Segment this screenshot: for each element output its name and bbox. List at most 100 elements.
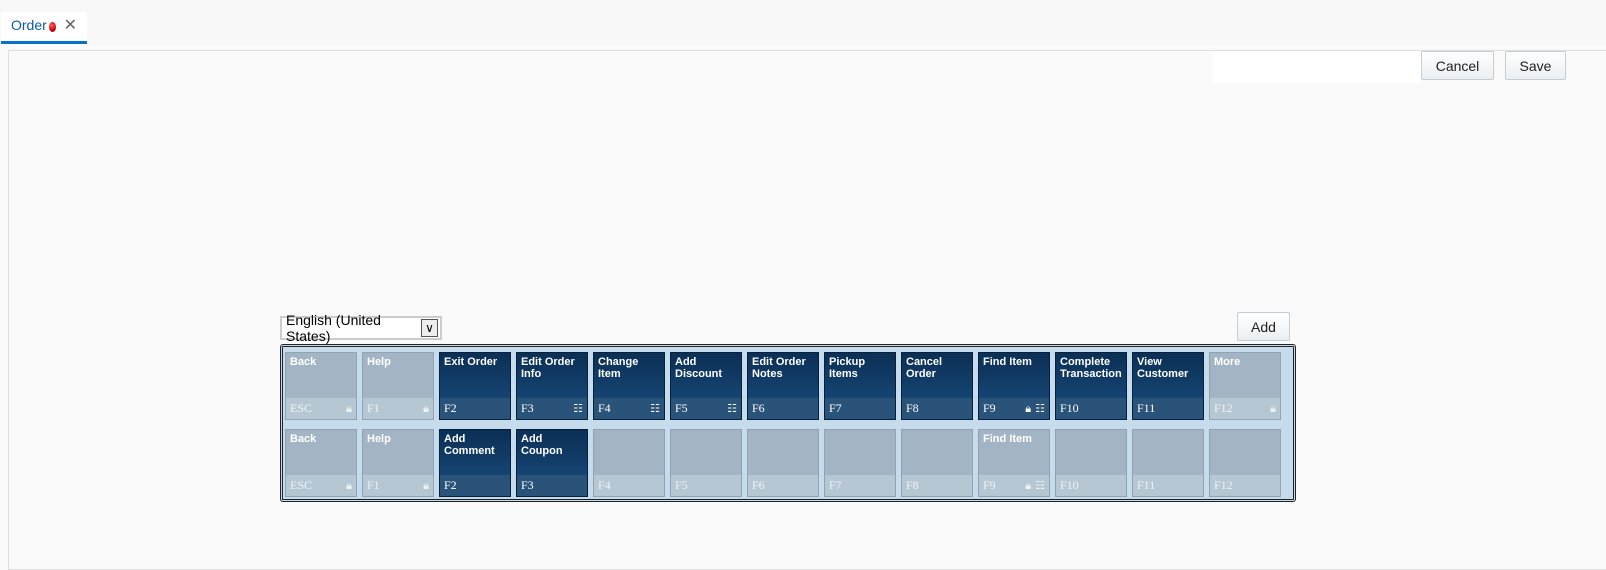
tile-label: Find Item	[983, 433, 1032, 445]
tile-footer: F11	[1133, 398, 1203, 419]
tile-key: F12	[1214, 401, 1233, 415]
tile-footer: F10	[1056, 475, 1126, 496]
tile-footer: F6	[748, 398, 818, 419]
tile-key: F8	[906, 478, 919, 492]
function-key-tile[interactable]: F4	[593, 429, 665, 497]
function-key-tile[interactable]: F12	[1209, 429, 1281, 497]
function-key-tile[interactable]: Find Item F9 🔒︎ ☷	[978, 352, 1050, 420]
tile-label: Add Comment	[444, 433, 495, 457]
tile-footer: F9 🔒︎ ☷	[979, 475, 1049, 496]
chevron-down-icon[interactable]: ∨	[420, 319, 438, 337]
tile-footer: F10	[1056, 398, 1126, 419]
tile-footer: F1 🔒︎	[363, 398, 433, 419]
tile-label: View Customer	[1137, 356, 1189, 380]
close-icon[interactable]: ✕	[63, 17, 77, 34]
lock-icon: 🔒︎	[423, 478, 429, 492]
function-key-tile[interactable]: Exit Order F2	[439, 352, 511, 420]
function-key-grid: Back ESC 🔒︎ Help F1 🔒︎ Exit Order F2 Edit Order …	[280, 344, 1296, 502]
delete-icon[interactable]: ☷	[1035, 479, 1045, 492]
toolbar-spacer	[1212, 51, 1422, 83]
tile-footer: F11	[1133, 475, 1203, 496]
tile-key: F2	[444, 401, 457, 415]
tile-label: Complete Transaction	[1060, 356, 1122, 380]
tile-key: F6	[752, 401, 765, 415]
tile-footer: F4 ☷	[594, 398, 664, 419]
tile-footer: ESC 🔒︎	[286, 475, 356, 496]
tile-key: F10	[1060, 478, 1079, 492]
lock-icon: 🔒︎	[1270, 401, 1276, 415]
function-key-tile[interactable]: Add Discount F5 ☷	[670, 352, 742, 420]
function-key-tile[interactable]: F6	[747, 429, 819, 497]
tile-key: F1	[367, 401, 380, 415]
tile-label: Cancel Order	[906, 356, 943, 380]
tile-key: F5	[675, 478, 688, 492]
lock-icon: 🔒︎	[346, 401, 352, 415]
tile-label: Back	[290, 433, 317, 445]
function-key-tile[interactable]: F5	[670, 429, 742, 497]
delete-icon[interactable]: ☷	[573, 402, 583, 415]
function-key-tile[interactable]: Add Comment F2	[439, 429, 511, 497]
tile-key: F6	[752, 478, 765, 492]
function-key-tile[interactable]: Help F1 🔒︎	[362, 429, 434, 497]
function-key-tile[interactable]: Find Item F9 🔒︎ ☷	[978, 429, 1050, 497]
lock-icon: 🔒︎	[346, 478, 352, 492]
tile-label: More	[1214, 356, 1241, 368]
tile-key: F3	[521, 478, 534, 492]
function-key-tile[interactable]: Change Item F4 ☷	[593, 352, 665, 420]
function-key-tile[interactable]: Edit Order Notes F6	[747, 352, 819, 420]
function-key-tile[interactable]: Pickup Items F7	[824, 352, 896, 420]
function-key-tile[interactable]: F10	[1055, 429, 1127, 497]
delete-icon[interactable]: ☷	[727, 402, 737, 415]
tile-key: F11	[1137, 478, 1156, 492]
tile-key: F1	[367, 478, 380, 492]
tab-order[interactable]: Order ✕	[1, 12, 87, 44]
function-key-tile[interactable]: F8	[901, 429, 973, 497]
function-key-tile[interactable]: View Customer F11	[1132, 352, 1204, 420]
tile-key: F4	[598, 478, 611, 492]
save-button[interactable]: Save	[1505, 51, 1566, 80]
function-key-tile[interactable]: Complete Transaction F10	[1055, 352, 1127, 420]
cancel-button[interactable]: Cancel	[1421, 51, 1494, 80]
tile-label: Change Item	[598, 356, 639, 380]
function-key-tile[interactable]: F11	[1132, 429, 1204, 497]
tile-footer: F5 ☷	[671, 398, 741, 419]
tile-key: F5	[675, 401, 688, 415]
tile-label: Help	[367, 356, 391, 368]
function-key-tile[interactable]: More F12 🔒︎	[1209, 352, 1281, 420]
tab-bar: Order ✕	[0, 0, 1606, 45]
tile-key: F9	[983, 478, 996, 492]
tile-key: ESC	[290, 478, 313, 492]
function-key-tile[interactable]: Help F1 🔒︎	[362, 352, 434, 420]
function-key-tile[interactable]: Add Coupon F3	[516, 429, 588, 497]
function-key-tile[interactable]: Cancel Order F8	[901, 352, 973, 420]
tile-key: F3	[521, 401, 534, 415]
tile-footer: F7	[825, 475, 895, 496]
delete-icon[interactable]: ☷	[650, 402, 660, 415]
tile-label: Back	[290, 356, 317, 368]
tile-footer: F12 🔒︎	[1210, 398, 1280, 419]
lock-icon: 🔒︎	[423, 401, 429, 415]
tile-footer: F7	[825, 398, 895, 419]
tile-label: Edit Order Info	[521, 356, 575, 380]
tile-label: Exit Order	[444, 356, 498, 368]
tile-key: F2	[444, 478, 457, 492]
tile-key: F4	[598, 401, 611, 415]
tile-label: Add Discount	[675, 356, 723, 380]
function-key-tile[interactable]: Back ESC 🔒︎	[285, 352, 357, 420]
tile-footer: F1 🔒︎	[363, 475, 433, 496]
add-button[interactable]: Add	[1237, 312, 1290, 341]
tile-footer: F3 ☷	[517, 398, 587, 419]
function-key-tile[interactable]: Back ESC 🔒︎	[285, 429, 357, 497]
language-select[interactable]: English (United States) ∨	[280, 312, 442, 344]
tile-key: F8	[906, 401, 919, 415]
tile-key: F9	[983, 401, 996, 415]
tile-footer: F8	[902, 398, 972, 419]
tile-key: F11	[1137, 401, 1156, 415]
function-key-tile[interactable]: Edit Order Info F3 ☷	[516, 352, 588, 420]
tab-label: Order	[11, 17, 47, 33]
delete-icon[interactable]: ☷	[1035, 402, 1045, 415]
tile-label: Help	[367, 433, 391, 445]
tile-footer: F6	[748, 475, 818, 496]
tile-key: F7	[829, 478, 842, 492]
function-key-tile[interactable]: F7	[824, 429, 896, 497]
